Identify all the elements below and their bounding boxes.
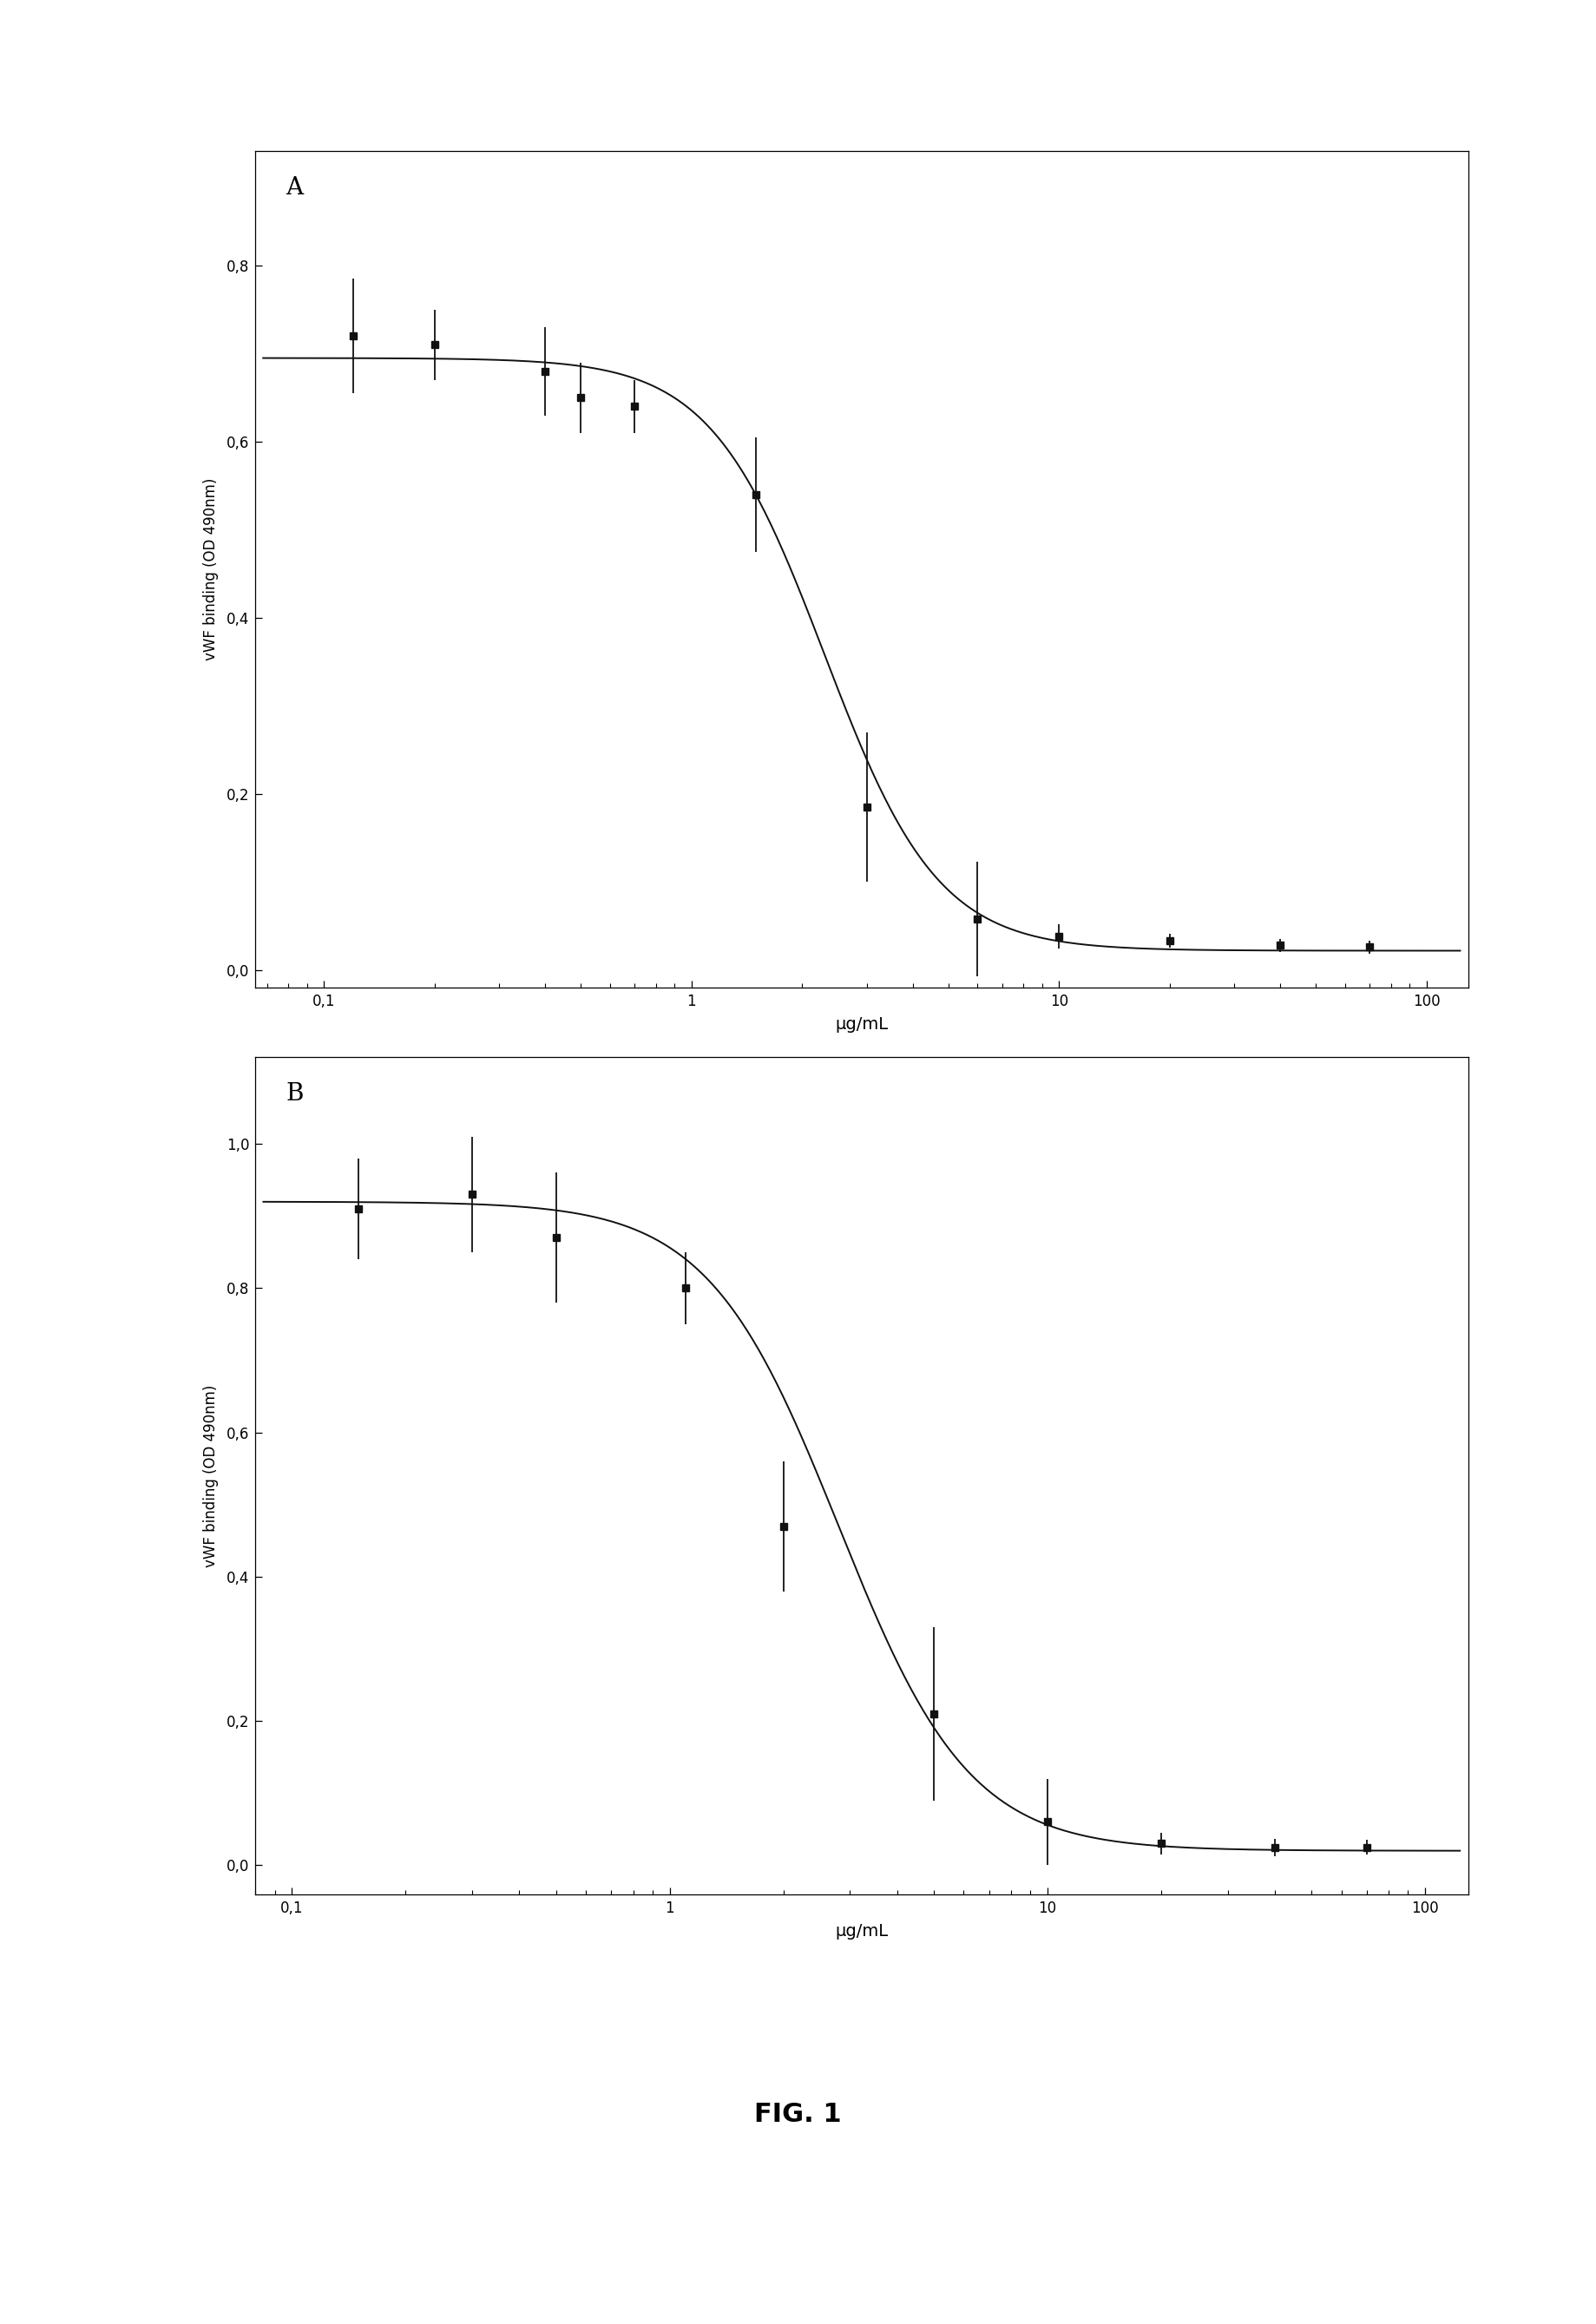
X-axis label: μg/mL: μg/mL <box>835 1016 889 1034</box>
Y-axis label: vWF binding (OD 490nm): vWF binding (OD 490nm) <box>203 1385 219 1566</box>
Y-axis label: vWF binding (OD 490nm): vWF binding (OD 490nm) <box>203 479 219 660</box>
Text: FIG. 1: FIG. 1 <box>755 2103 841 2126</box>
X-axis label: μg/mL: μg/mL <box>835 1922 889 1941</box>
Text: B: B <box>286 1083 303 1106</box>
Text: A: A <box>286 177 303 200</box>
